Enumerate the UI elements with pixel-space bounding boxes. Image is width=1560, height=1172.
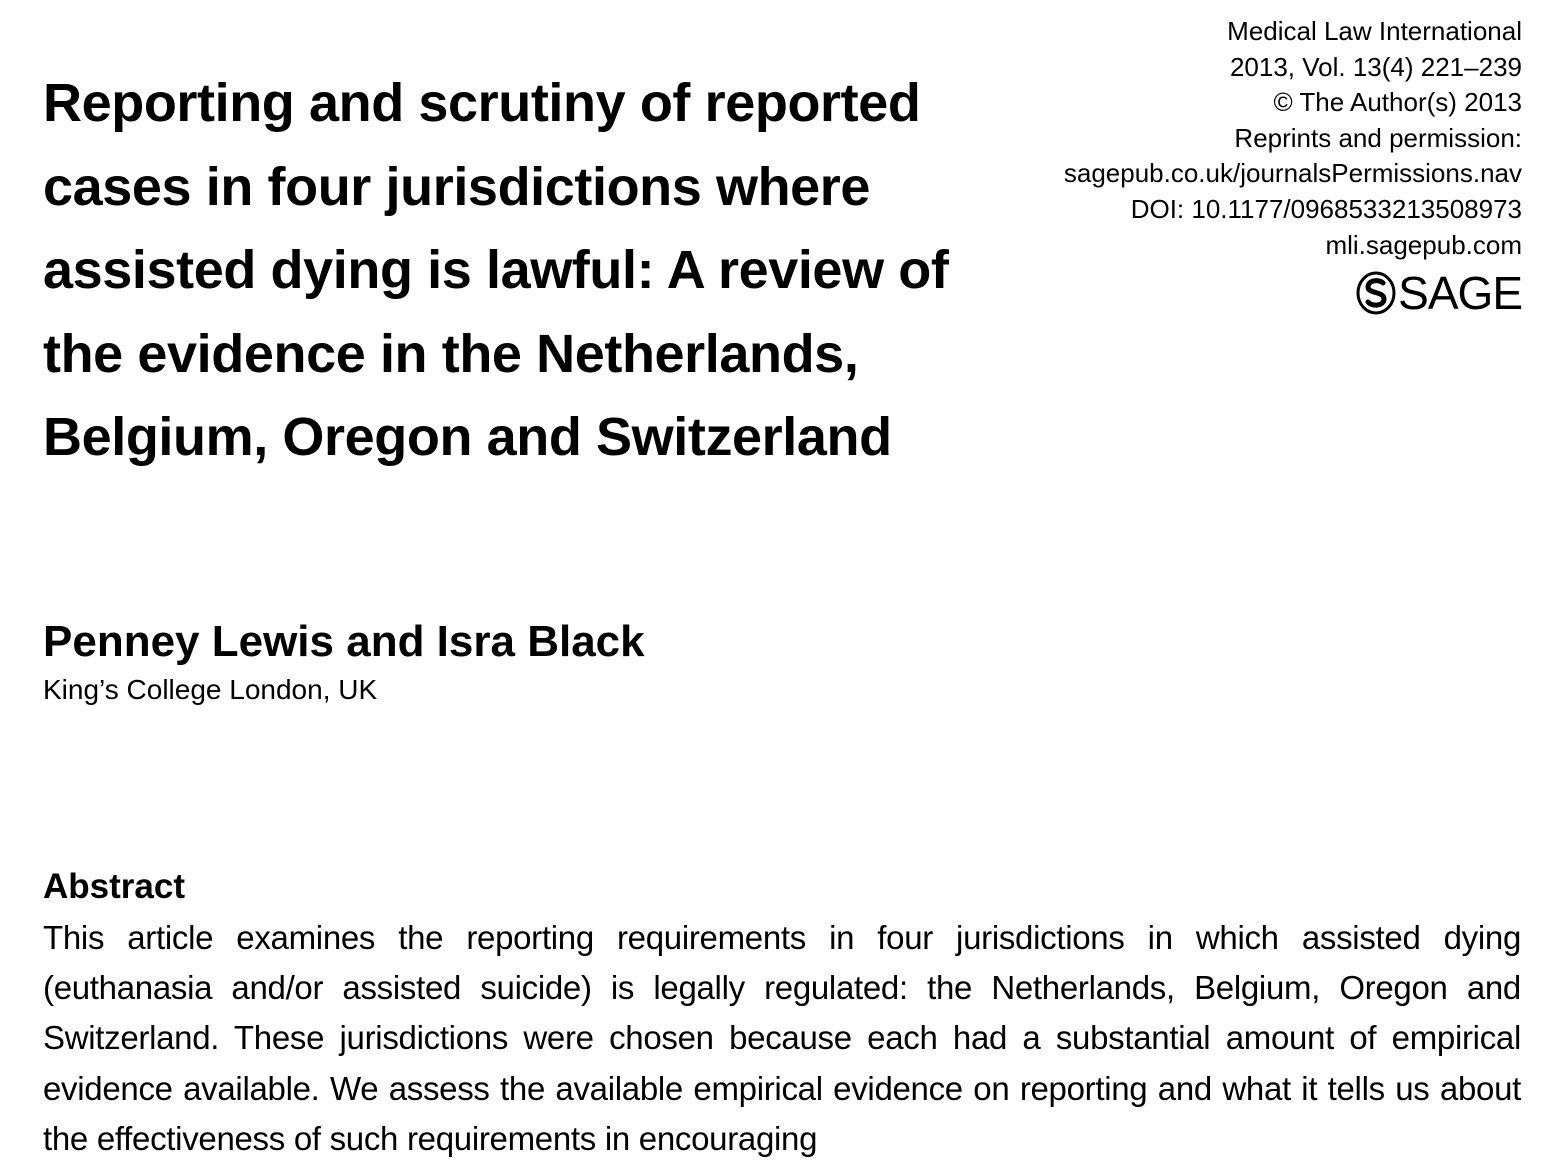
article-title: Reporting and scrutiny of reported cases… xyxy=(43,73,949,467)
abstract-text: This article examines the reporting requ… xyxy=(43,919,1521,1157)
permissions-link[interactable]: sagepub.co.uk/journalsPermissions.nav xyxy=(1063,158,1522,189)
author-affiliation: King’s College London, UK xyxy=(43,674,378,705)
doi-line[interactable]: DOI: 10.1177/0968533213508973 xyxy=(1130,193,1522,224)
abstract-heading: Abstract xyxy=(43,867,185,906)
article-authors: Penney Lewis and Isra Black xyxy=(43,617,645,666)
sage-s-circle-icon xyxy=(1356,271,1396,315)
sage-logo-text: SAGE xyxy=(1398,267,1523,320)
copyright-line: © The Author(s) 2013 xyxy=(1273,87,1523,118)
journal-name: Medical Law International xyxy=(1227,16,1522,46)
sage-logo: SAGE xyxy=(962,267,1523,320)
reprints-label: Reprints and permission: xyxy=(1234,122,1522,153)
journal-issue: 2013, Vol. 13(4) 221–239 xyxy=(1229,51,1522,82)
journal-metadata: Medical Law International 2013, Vol. 13(… xyxy=(962,14,1523,320)
journal-website-link[interactable]: mli.sagepub.com xyxy=(1325,229,1522,260)
